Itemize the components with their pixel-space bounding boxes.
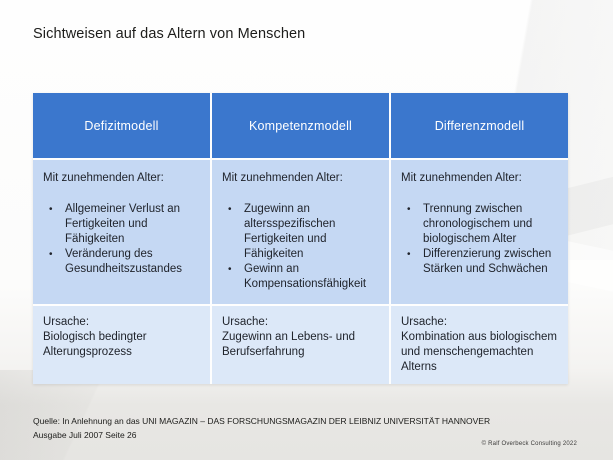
column-header-kompetenzmodell: Kompetenzmodell bbox=[212, 93, 389, 158]
bullet-icon: • bbox=[407, 204, 411, 215]
cause-label: Ursache: bbox=[222, 316, 269, 328]
bullet-icon: • bbox=[228, 264, 232, 275]
bullet-item: • Allgemeiner Verlust an Fertigkeiten und… bbox=[43, 202, 200, 247]
cause-label: Ursache: bbox=[401, 316, 448, 328]
bullet-list: • Zugewinn an altersspezifischen Fertigke… bbox=[222, 202, 379, 292]
bullet-item: • Zugewinn an altersspezifischen Fertigke… bbox=[222, 202, 379, 262]
source-line-2: Ausgabe Juli 2007 Seite 26 bbox=[33, 430, 137, 440]
body-cell-kompetenzmodell: Mit zunehmenden Alter: • Zugewinn an alte… bbox=[212, 160, 389, 304]
bullet-icon: • bbox=[49, 249, 53, 260]
cause-cell-defizitmodell: Ursache: Biologisch bedingter Alterungsp… bbox=[33, 306, 210, 384]
cause-text: Biologisch bedingter Alterungsprozess bbox=[43, 331, 147, 358]
bullet-icon: • bbox=[49, 204, 53, 215]
bullet-text: Differenzierung zwischen Stärken und Sch… bbox=[423, 248, 552, 275]
copyright-note: © Ralf Overbeck Consulting 2022 bbox=[481, 441, 577, 447]
bullet-item: • Veränderung des Gesundheitszustandes bbox=[43, 247, 200, 277]
body-cell-defizitmodell: Mit zunehmenden Alter: • Allgemeiner Verl… bbox=[33, 160, 210, 304]
body-cell-differenzmodell: Mit zunehmenden Alter: • Trennung zwische… bbox=[391, 160, 568, 304]
cell-intro: Mit zunehmenden Alter: bbox=[222, 172, 343, 184]
source-note: Quelle: In Anlehnung an das UNI MAGAZIN … bbox=[33, 414, 553, 442]
bullet-text: Gewinn an Kompensationsfähigkeit bbox=[244, 263, 367, 290]
aging-models-table: Defizitmodell Kompetenzmodell Differenzm… bbox=[33, 93, 568, 384]
cause-cell-differenzmodell: Ursache: Kombination aus biologischem un… bbox=[391, 306, 568, 384]
cause-label: Ursache: bbox=[43, 316, 90, 328]
slide-title: Sichtweisen auf das Altern von Menschen bbox=[33, 26, 306, 42]
bullet-item: • Trennung zwischen chronologischem und b… bbox=[401, 202, 558, 247]
cause-text: Zugewinn an Lebens- und Berufserfahrung bbox=[222, 331, 355, 358]
cell-intro: Mit zunehmenden Alter: bbox=[43, 172, 164, 184]
bullet-text: Allgemeiner Verlust an Fertigkeiten und … bbox=[65, 203, 181, 245]
column-header-defizitmodell: Defizitmodell bbox=[33, 93, 210, 158]
bullet-list: • Trennung zwischen chronologischem und b… bbox=[401, 202, 558, 277]
bullet-icon: • bbox=[407, 249, 411, 260]
column-header-differenzmodell: Differenzmodell bbox=[391, 93, 568, 158]
bullet-text: Zugewinn an altersspezifischen Fertigkei… bbox=[244, 203, 336, 260]
source-line-1: Quelle: In Anlehnung an das UNI MAGAZIN … bbox=[33, 416, 491, 426]
bullet-text: Trennung zwischen chronologischem und bi… bbox=[423, 203, 533, 245]
bullet-item: • Differenzierung zwischen Stärken und Sc… bbox=[401, 247, 558, 277]
cell-intro: Mit zunehmenden Alter: bbox=[401, 172, 522, 184]
bullet-text: Veränderung des Gesundheitszustandes bbox=[65, 248, 182, 275]
cause-text: Kombination aus biologischem und mensche… bbox=[401, 331, 557, 373]
bullet-icon: • bbox=[228, 204, 232, 215]
cause-cell-kompetenzmodell: Ursache: Zugewinn an Lebens- und Berufse… bbox=[212, 306, 389, 384]
bullet-list: • Allgemeiner Verlust an Fertigkeiten und… bbox=[43, 202, 200, 277]
bullet-item: • Gewinn an Kompensationsfähigkeit bbox=[222, 262, 379, 292]
